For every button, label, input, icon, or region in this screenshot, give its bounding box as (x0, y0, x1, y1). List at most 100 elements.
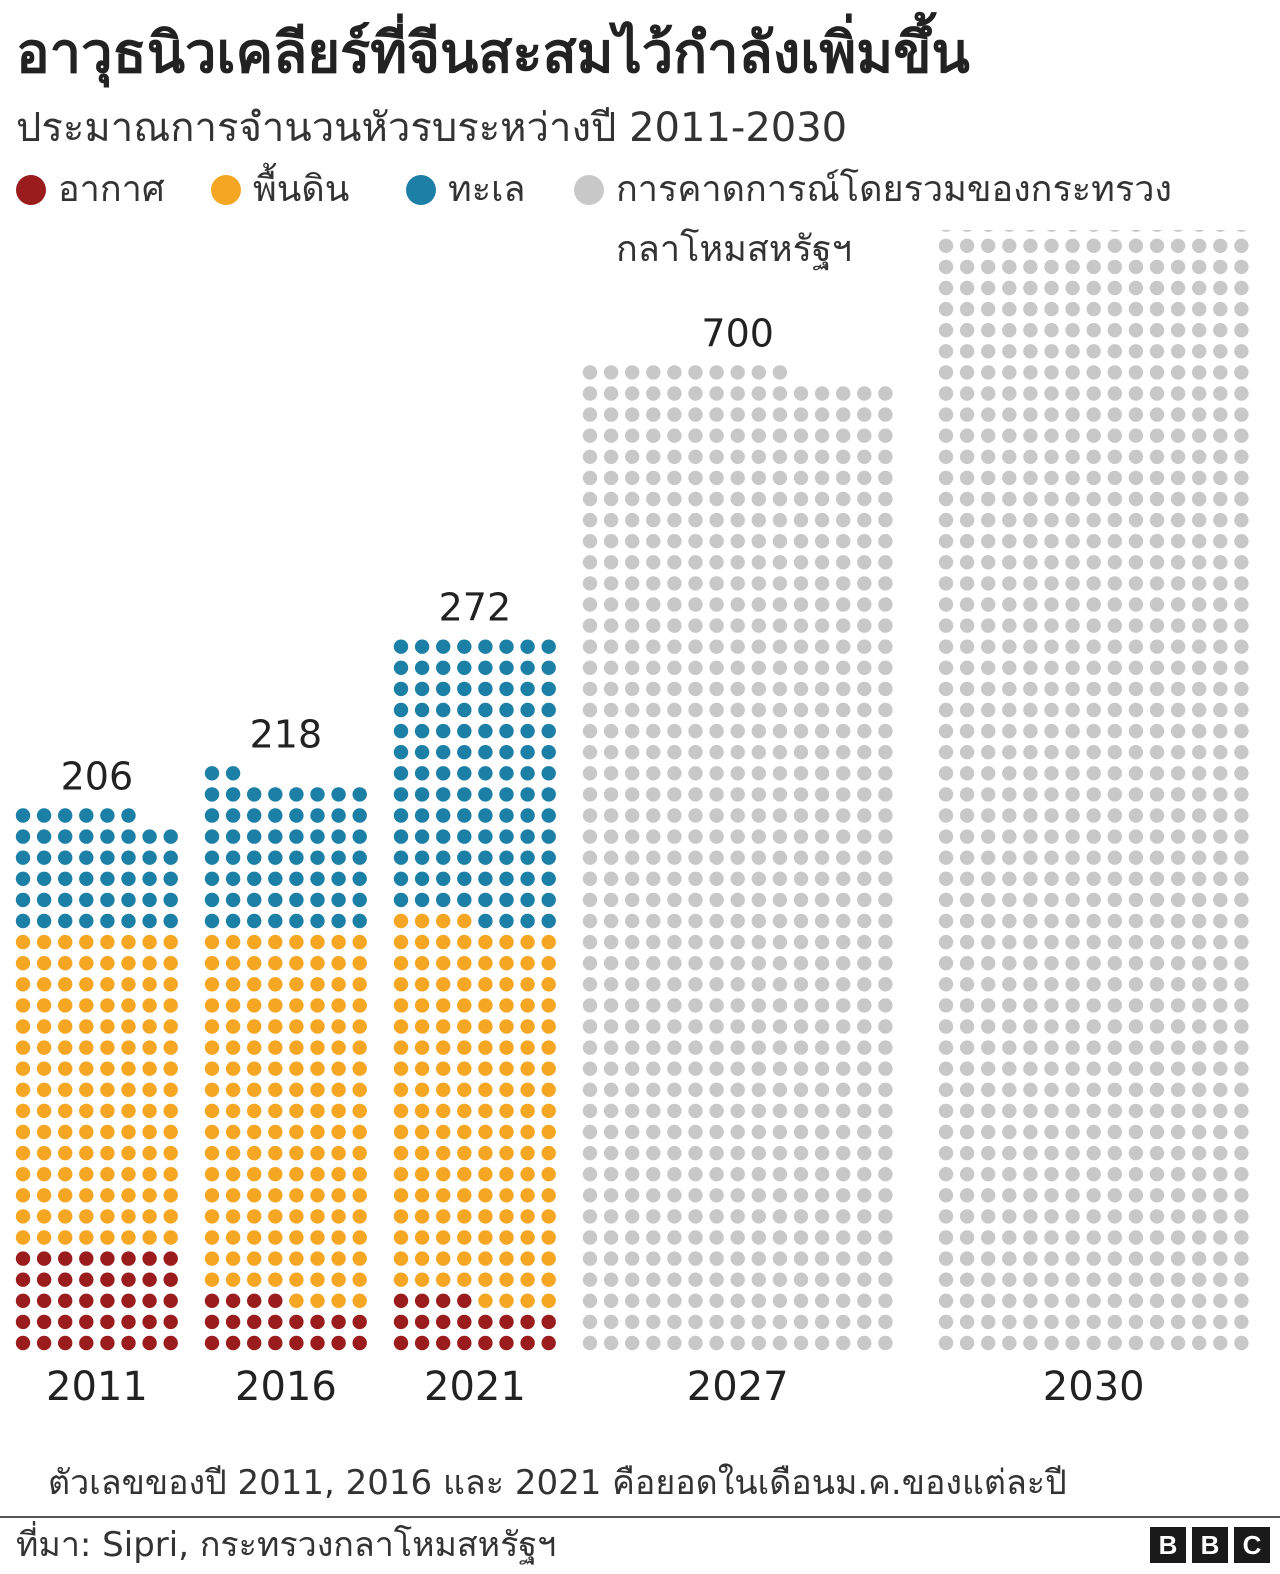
waffle-dot-2027 (814, 787, 830, 802)
waffle-dot-2030 (1192, 512, 1207, 528)
waffle-dot-2027 (814, 1293, 830, 1309)
waffle-dot-2030 (1044, 808, 1059, 823)
waffle-dot-2021 (393, 1335, 409, 1351)
waffle-dot-2030 (1107, 259, 1123, 275)
waffle-dot-2030 (1170, 259, 1186, 275)
waffle-dot-2021 (457, 1293, 472, 1309)
waffle-dot-2027 (625, 998, 640, 1013)
waffle-dot-2027 (688, 1061, 703, 1076)
waffle-dot-2027 (688, 1040, 703, 1055)
waffle-dot-2016 (289, 998, 304, 1013)
waffle-dot-2027 (730, 660, 745, 675)
waffle-dot-2011 (36, 808, 52, 823)
waffle-dot-2027 (603, 787, 619, 802)
waffle-dot-2011 (79, 1209, 94, 1224)
waffle-dot-2027 (730, 850, 745, 865)
waffle-dot-2021 (478, 745, 493, 760)
waffle-dot-2027 (709, 386, 724, 401)
waffle-dot-2030 (1086, 639, 1101, 654)
waffle-dot-2027 (625, 597, 640, 612)
year-label-2011: 2011 (46, 1364, 148, 1410)
waffle-dot-2021 (520, 787, 535, 802)
waffle-dot-2030 (1065, 892, 1080, 908)
waffle-dot-2011 (121, 850, 136, 865)
waffle-dot-2027 (836, 639, 851, 654)
waffle-dot-2027 (603, 1314, 619, 1330)
waffle-dot-2027 (793, 1040, 809, 1055)
waffle-dot-2030 (1065, 639, 1080, 654)
waffle-dot-2030 (981, 1040, 996, 1055)
waffle-dot-2011 (142, 1103, 157, 1119)
waffle-dot-2030 (1086, 1103, 1101, 1119)
waffle-dot-2011 (57, 956, 73, 971)
waffle-dot-2016 (352, 1335, 367, 1351)
waffle-dot-2030 (1044, 1145, 1059, 1161)
waffle-dot-2021 (520, 871, 535, 886)
waffle-dot-2016 (310, 829, 325, 844)
waffle-dot-2027 (730, 977, 745, 992)
waffle-dot-2016 (225, 1103, 241, 1119)
waffle-dot-2021 (541, 702, 556, 718)
waffle-dot-2027 (667, 1040, 682, 1055)
waffle-dot-2027 (625, 618, 640, 633)
waffle-dot-2030 (1213, 323, 1228, 338)
waffle-dot-2027 (625, 576, 640, 591)
waffle-dot-2030 (1107, 365, 1123, 380)
waffle-dot-2027 (836, 449, 851, 464)
waffle-dot-2027 (878, 998, 893, 1013)
waffle-dot-2027 (625, 639, 640, 654)
waffle-dot-2030 (981, 428, 996, 443)
waffle-dot-2011 (36, 1019, 52, 1034)
waffle-dot-2027 (625, 934, 640, 950)
waffle-dot-2027 (857, 956, 872, 971)
waffle-dot-2027 (688, 618, 703, 633)
waffle-dot-2011 (57, 1040, 73, 1055)
waffle-dot-2030 (1128, 913, 1144, 929)
waffle-dot-2030 (1107, 280, 1123, 296)
waffle-dot-2021 (393, 766, 409, 781)
column-2016 (204, 766, 367, 1351)
waffle-dot-2027 (730, 365, 745, 380)
waffle-dot-2016 (289, 1103, 304, 1119)
waffle-dot-2011 (163, 998, 178, 1013)
waffle-dot-2030 (981, 871, 996, 886)
waffle-dot-2021 (541, 1230, 556, 1245)
waffle-dot-2030 (959, 639, 975, 654)
waffle-dot-2030 (1192, 745, 1207, 760)
waffle-dot-2016 (331, 1124, 346, 1140)
waffle-dot-2030 (1128, 1251, 1144, 1266)
waffle-dot-2027 (751, 1040, 766, 1055)
waffle-dot-2016 (352, 1209, 367, 1224)
waffle-dot-2030 (959, 470, 975, 486)
waffle-dot-2030 (981, 660, 996, 675)
waffle-dot-2027 (625, 1167, 640, 1182)
waffle-dot-2027 (814, 808, 830, 823)
waffle-dot-2027 (878, 512, 893, 528)
waffle-dot-2027 (582, 934, 598, 950)
waffle-dot-2021 (478, 934, 493, 950)
waffle-dot-2016 (331, 1040, 346, 1055)
waffle-dot-2021 (478, 1167, 493, 1182)
waffle-dot-2027 (772, 1082, 788, 1097)
waffle-dot-2030 (1234, 766, 1249, 781)
waffle-dot-2027 (688, 745, 703, 760)
waffle-dot-2016 (331, 1272, 346, 1287)
waffle-dot-2027 (667, 723, 682, 739)
waffle-dot-2027 (603, 1188, 619, 1203)
waffle-dot-2030 (1149, 1188, 1165, 1203)
waffle-dot-2030 (1023, 850, 1038, 865)
waffle-dot-2021 (393, 1124, 409, 1140)
waffle-dot-2027 (667, 1335, 682, 1351)
waffle-dot-2021 (457, 956, 472, 971)
waffle-dot-2021 (541, 787, 556, 802)
waffle-dot-2016 (268, 829, 283, 844)
waffle-dot-2027 (772, 1040, 788, 1055)
waffle-dot-2016 (268, 1040, 283, 1055)
waffle-dot-2030 (1002, 280, 1017, 296)
waffle-dot-2030 (1065, 1103, 1080, 1119)
waffle-dot-2016 (289, 829, 304, 844)
waffle-dot-2016 (331, 1251, 346, 1266)
waffle-dot-2030 (1044, 639, 1059, 654)
waffle-dot-2030 (1170, 1230, 1186, 1245)
waffle-dot-2021 (520, 1272, 535, 1287)
